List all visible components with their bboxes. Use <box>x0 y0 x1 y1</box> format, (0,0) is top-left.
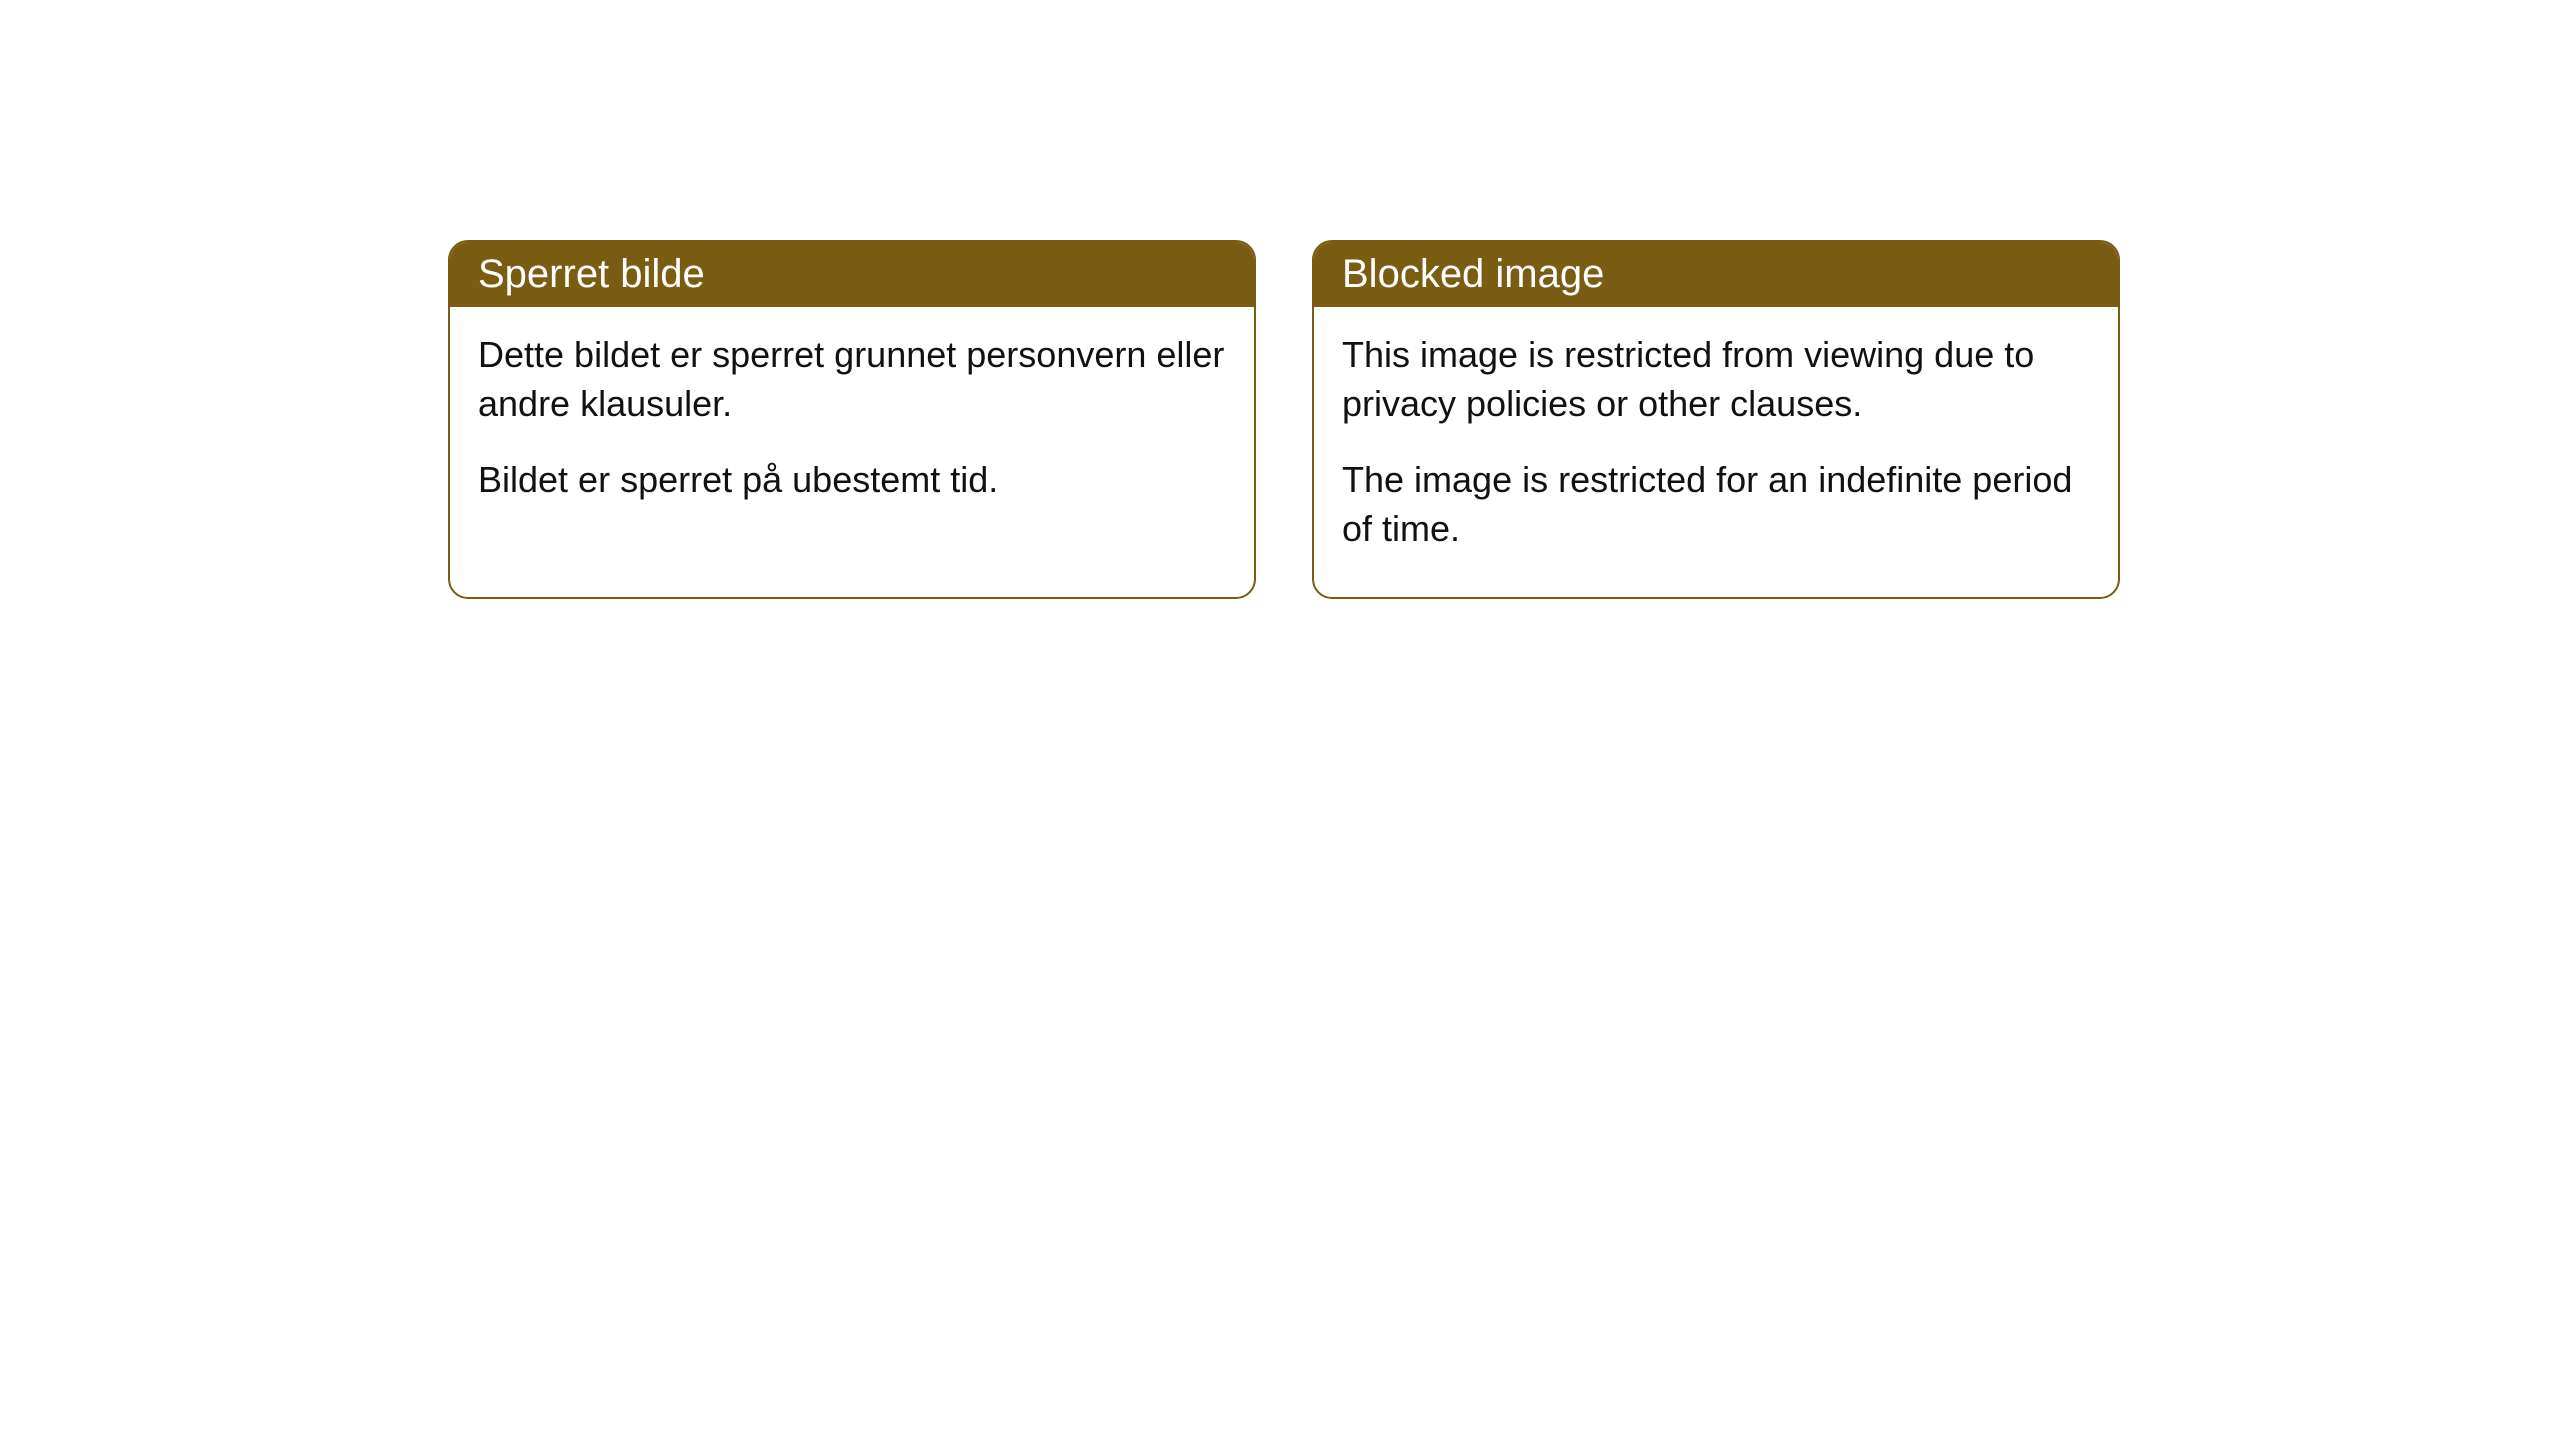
card-body: Dette bildet er sperret grunnet personve… <box>450 307 1254 549</box>
card-body: This image is restricted from viewing du… <box>1314 307 2118 597</box>
card-paragraph-2: The image is restricted for an indefinit… <box>1342 456 2090 553</box>
card-english: Blocked image This image is restricted f… <box>1312 240 2120 599</box>
card-norwegian: Sperret bilde Dette bildet er sperret gr… <box>448 240 1256 599</box>
card-title: Sperret bilde <box>478 252 705 296</box>
cards-container: Sperret bilde Dette bildet er sperret gr… <box>448 240 2120 599</box>
card-title: Blocked image <box>1342 252 1604 296</box>
card-header: Sperret bilde <box>450 242 1254 307</box>
card-paragraph-1: Dette bildet er sperret grunnet personve… <box>478 331 1226 428</box>
card-paragraph-2: Bildet er sperret på ubestemt tid. <box>478 456 1226 505</box>
card-paragraph-1: This image is restricted from viewing du… <box>1342 331 2090 428</box>
card-header: Blocked image <box>1314 242 2118 307</box>
